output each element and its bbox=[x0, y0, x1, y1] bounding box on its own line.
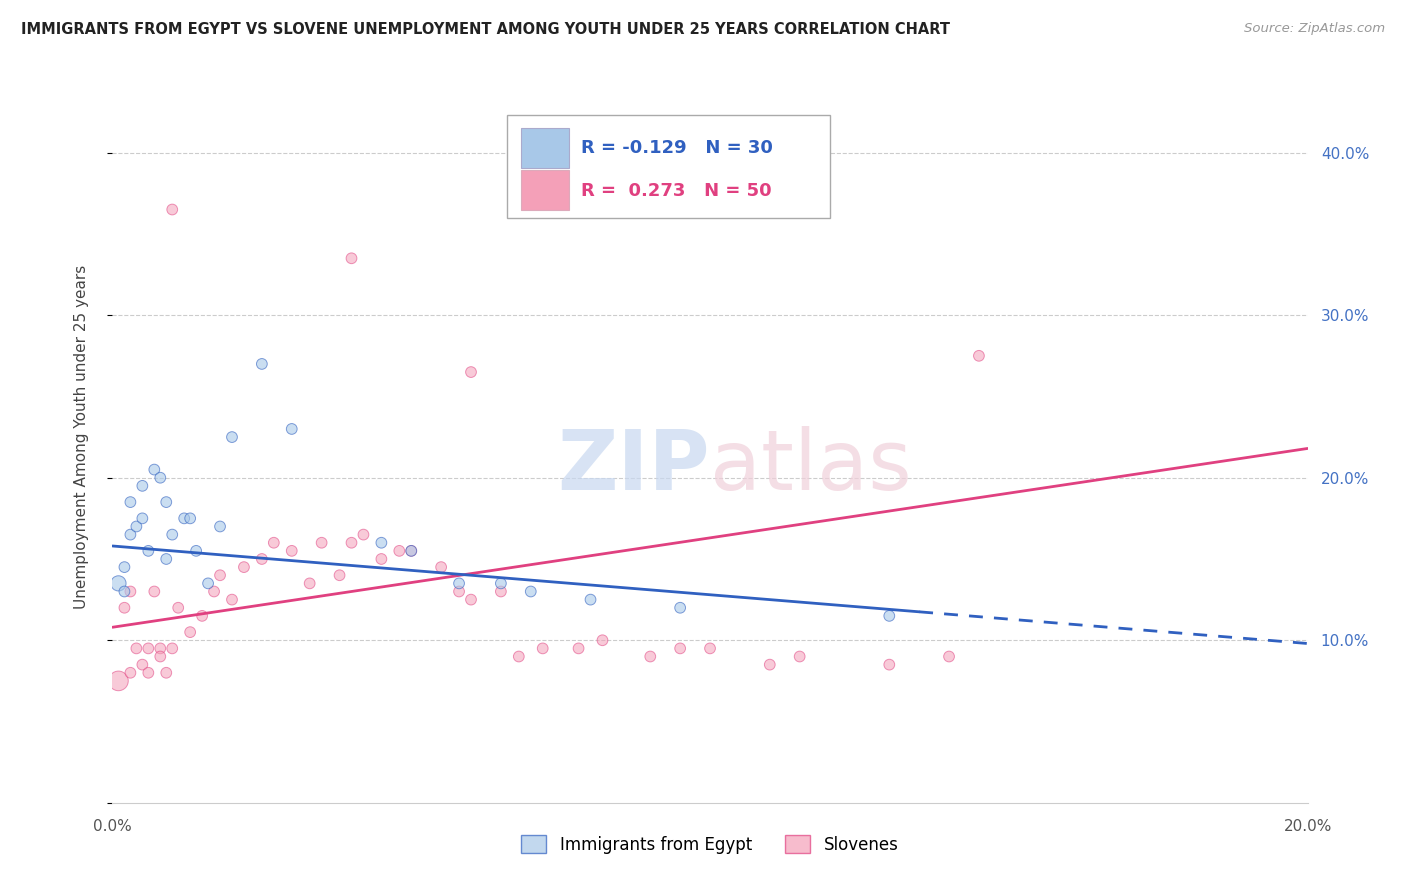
Point bbox=[162, 527, 183, 541]
Point bbox=[209, 519, 232, 533]
Point bbox=[233, 560, 256, 574]
Point bbox=[131, 657, 153, 672]
Point bbox=[120, 665, 142, 680]
Point bbox=[155, 665, 177, 680]
Point bbox=[131, 511, 153, 525]
Point bbox=[191, 608, 214, 623]
Point bbox=[281, 544, 304, 558]
Point bbox=[340, 535, 363, 549]
FancyBboxPatch shape bbox=[508, 115, 830, 218]
Point bbox=[430, 560, 453, 574]
Point bbox=[149, 471, 172, 485]
Legend: Immigrants from Egypt, Slovenes: Immigrants from Egypt, Slovenes bbox=[515, 829, 905, 860]
Point bbox=[162, 641, 183, 656]
Text: R =  0.273   N = 50: R = 0.273 N = 50 bbox=[581, 182, 772, 200]
Point bbox=[107, 673, 129, 688]
Point bbox=[460, 592, 482, 607]
Point bbox=[107, 576, 129, 591]
Point bbox=[489, 576, 512, 591]
Text: R = -0.129   N = 30: R = -0.129 N = 30 bbox=[581, 139, 773, 157]
Point bbox=[114, 600, 135, 615]
Point bbox=[114, 584, 135, 599]
Point bbox=[508, 649, 530, 664]
Point bbox=[120, 584, 142, 599]
Point bbox=[179, 511, 201, 525]
Point bbox=[460, 365, 482, 379]
Point bbox=[340, 252, 363, 266]
Point bbox=[120, 495, 142, 509]
Point bbox=[197, 576, 219, 591]
Point bbox=[449, 584, 471, 599]
Text: atlas: atlas bbox=[710, 425, 911, 507]
Point bbox=[155, 495, 177, 509]
Point bbox=[179, 625, 201, 640]
Text: IMMIGRANTS FROM EGYPT VS SLOVENE UNEMPLOYMENT AMONG YOUTH UNDER 25 YEARS CORRELA: IMMIGRANTS FROM EGYPT VS SLOVENE UNEMPLO… bbox=[21, 22, 950, 37]
Point bbox=[669, 600, 692, 615]
Point bbox=[202, 584, 225, 599]
Y-axis label: Unemployment Among Youth under 25 years: Unemployment Among Youth under 25 years bbox=[75, 265, 89, 609]
Point bbox=[250, 552, 273, 566]
Point bbox=[186, 544, 208, 558]
Point bbox=[449, 576, 471, 591]
Bar bbox=[522, 128, 569, 168]
Point bbox=[149, 649, 172, 664]
Point bbox=[138, 544, 160, 558]
Point bbox=[125, 641, 148, 656]
Point bbox=[388, 544, 411, 558]
Point bbox=[489, 584, 512, 599]
Point bbox=[281, 422, 304, 436]
Point bbox=[669, 641, 692, 656]
Text: ZIP: ZIP bbox=[558, 425, 710, 507]
Point bbox=[221, 430, 243, 444]
Point bbox=[401, 544, 423, 558]
Point bbox=[143, 584, 166, 599]
Point bbox=[401, 544, 423, 558]
Point bbox=[250, 357, 273, 371]
Point bbox=[879, 657, 901, 672]
Point bbox=[138, 665, 160, 680]
Point bbox=[370, 535, 392, 549]
Point bbox=[879, 608, 901, 623]
Point bbox=[131, 479, 153, 493]
Point bbox=[789, 649, 811, 664]
Point bbox=[209, 568, 232, 582]
Point bbox=[143, 462, 166, 476]
Point bbox=[311, 535, 333, 549]
Point bbox=[759, 657, 782, 672]
Point bbox=[699, 641, 721, 656]
Point bbox=[592, 633, 614, 648]
Point bbox=[938, 649, 960, 664]
Point bbox=[167, 600, 190, 615]
Text: Source: ZipAtlas.com: Source: ZipAtlas.com bbox=[1244, 22, 1385, 36]
Point bbox=[138, 641, 160, 656]
Point bbox=[162, 202, 183, 217]
Point bbox=[298, 576, 321, 591]
Point bbox=[263, 535, 285, 549]
Point bbox=[568, 641, 591, 656]
Point bbox=[967, 349, 990, 363]
Point bbox=[531, 641, 554, 656]
Point bbox=[149, 641, 172, 656]
Point bbox=[125, 519, 148, 533]
Point bbox=[329, 568, 352, 582]
Point bbox=[640, 649, 662, 664]
Point bbox=[221, 592, 243, 607]
Point bbox=[579, 592, 602, 607]
Point bbox=[120, 527, 142, 541]
Point bbox=[155, 552, 177, 566]
Point bbox=[173, 511, 195, 525]
Point bbox=[370, 552, 392, 566]
Point bbox=[114, 560, 135, 574]
Point bbox=[520, 584, 543, 599]
Point bbox=[353, 527, 375, 541]
Bar bbox=[522, 170, 569, 211]
